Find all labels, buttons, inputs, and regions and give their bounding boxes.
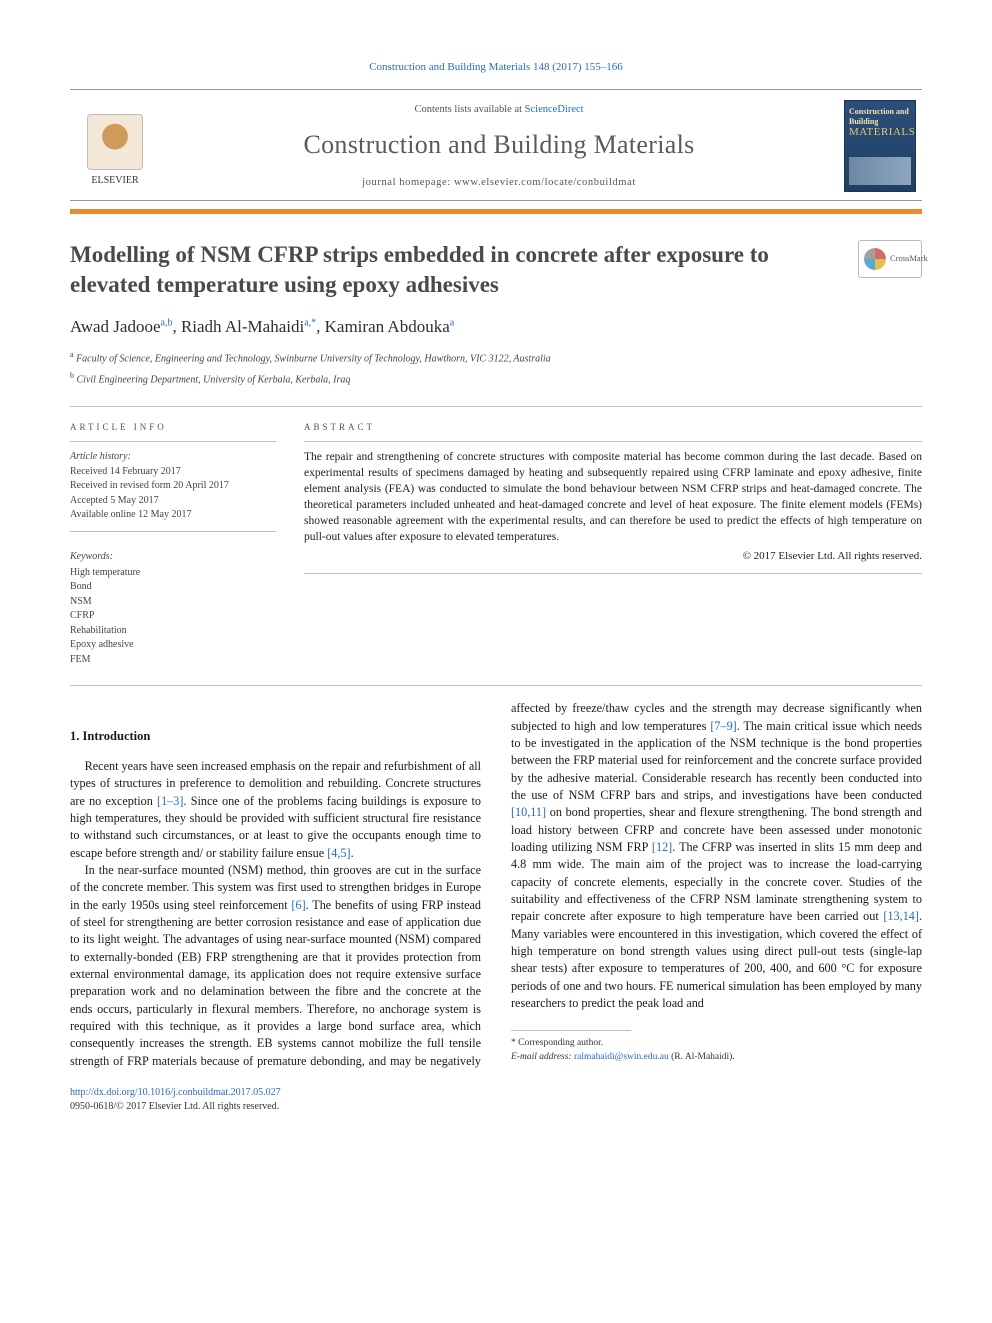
journal-cover-thumb: Construction and Building MATERIALS bbox=[844, 100, 916, 192]
crossmark-badge[interactable]: CrossMark bbox=[858, 240, 922, 278]
journal-title: Construction and Building Materials bbox=[172, 127, 826, 163]
history-item: Received 14 February 2017 bbox=[70, 465, 276, 480]
keyword: High temperature bbox=[70, 566, 276, 581]
publisher-name: ELSEVIER bbox=[91, 174, 138, 188]
affil-text: Faculty of Science, Engineering and Tech… bbox=[76, 353, 551, 364]
sciencedirect-link[interactable]: ScienceDirect bbox=[525, 104, 584, 115]
affil-sup: a bbox=[70, 350, 74, 359]
citation-ref[interactable]: [10,11] bbox=[511, 805, 546, 819]
affiliation: a Faculty of Science, Engineering and Te… bbox=[70, 349, 922, 366]
elsevier-logo: ELSEVIER bbox=[76, 104, 154, 188]
journal-banner: ELSEVIER Contents lists available at Sci… bbox=[70, 89, 922, 201]
elsevier-tree-icon bbox=[87, 114, 143, 170]
author-affil-sup: a bbox=[450, 318, 454, 329]
affiliation: b Civil Engineering Department, Universi… bbox=[70, 370, 922, 387]
author-affil-sup: a,b bbox=[161, 318, 173, 329]
accent-bar bbox=[70, 209, 922, 214]
keyword: CFRP bbox=[70, 609, 276, 624]
cover-word: MATERIALS bbox=[849, 126, 911, 139]
citation-ref[interactable]: [13,14] bbox=[883, 909, 919, 923]
crossmark-label: CrossMark bbox=[890, 253, 928, 265]
email-suffix: (R. Al-Mahaidi). bbox=[669, 1052, 735, 1062]
body-columns: 1. Introduction Recent years have seen i… bbox=[70, 700, 922, 1070]
doi-link[interactable]: http://dx.doi.org/10.1016/j.conbuildmat.… bbox=[70, 1087, 281, 1098]
keyword: Bond bbox=[70, 580, 276, 595]
footnotes: * Corresponding author. E-mail address: … bbox=[511, 1037, 922, 1064]
article-title: Modelling of NSM CFRP strips embedded in… bbox=[70, 240, 842, 299]
author-name: Awad Jadooe bbox=[70, 317, 161, 336]
citation-ref[interactable]: [6] bbox=[291, 898, 305, 912]
section-heading: 1. Introduction bbox=[70, 728, 481, 746]
affil-text: Civil Engineering Department, University… bbox=[77, 375, 351, 386]
body-paragraph: In the near-surface mounted (NSM) method… bbox=[70, 700, 922, 1070]
contents-prefix: Contents lists available at bbox=[414, 104, 524, 115]
history-item: Available online 12 May 2017 bbox=[70, 508, 276, 523]
corresponding-author-note: * Corresponding author. bbox=[511, 1037, 922, 1050]
article-info-head: ARTICLE INFO bbox=[70, 421, 276, 434]
keyword: Rehabilitation bbox=[70, 624, 276, 639]
footnote-divider bbox=[511, 1030, 631, 1031]
header-citation: Construction and Building Materials 148 … bbox=[70, 60, 922, 75]
citation-ref[interactable]: [4,5] bbox=[327, 846, 350, 860]
contents-line: Contents lists available at ScienceDirec… bbox=[172, 103, 826, 118]
journal-homepage: journal homepage: www.elsevier.com/locat… bbox=[172, 176, 826, 191]
history-item: Accepted 5 May 2017 bbox=[70, 494, 276, 509]
citation-ref[interactable]: [12] bbox=[652, 840, 672, 854]
email-label: E-mail address: bbox=[511, 1052, 574, 1062]
crossmark-icon bbox=[864, 248, 886, 270]
keyword: FEM bbox=[70, 653, 276, 668]
divider bbox=[70, 406, 922, 407]
author-name: Riadh Al-Mahaidi bbox=[181, 317, 304, 336]
keyword: Epoxy adhesive bbox=[70, 638, 276, 653]
citation-ref[interactable]: [7–9] bbox=[710, 719, 736, 733]
abstract-text: The repair and strengthening of concrete… bbox=[304, 450, 922, 545]
cover-top-text: Construction and Building bbox=[849, 107, 911, 125]
abstract-copyright: © 2017 Elsevier Ltd. All rights reserved… bbox=[304, 549, 922, 564]
history-item: Received in revised form 20 April 2017 bbox=[70, 479, 276, 494]
article-info-column: ARTICLE INFO Article history: Received 1… bbox=[70, 421, 276, 668]
email-line: E-mail address: ralmahaidi@swin.edu.au (… bbox=[511, 1051, 922, 1064]
abstract-head: ABSTRACT bbox=[304, 421, 922, 434]
divider bbox=[70, 685, 922, 686]
abstract-column: ABSTRACT The repair and strengthening of… bbox=[304, 421, 922, 668]
author-name: Kamiran Abdouka bbox=[325, 317, 450, 336]
cover-image-icon bbox=[849, 157, 911, 185]
divider bbox=[304, 573, 922, 574]
history-label: Article history: bbox=[70, 450, 276, 465]
affil-sup: b bbox=[70, 371, 74, 380]
divider bbox=[70, 531, 276, 532]
citation-ref[interactable]: [1–3] bbox=[157, 794, 183, 808]
divider bbox=[304, 441, 922, 442]
keyword: NSM bbox=[70, 595, 276, 610]
keywords-label: Keywords: bbox=[70, 550, 276, 564]
author-list: Awad Jadooea,b, Riadh Al-Mahaidia,*, Kam… bbox=[70, 315, 922, 339]
divider bbox=[70, 441, 276, 442]
issn-copyright: 0950-0618/© 2017 Elsevier Ltd. All right… bbox=[70, 1100, 922, 1114]
doi-line: http://dx.doi.org/10.1016/j.conbuildmat.… bbox=[70, 1086, 922, 1100]
body-paragraph: Recent years have seen increased emphasi… bbox=[70, 758, 481, 862]
author-affil-sup: a,* bbox=[304, 318, 316, 329]
author-email-link[interactable]: ralmahaidi@swin.edu.au bbox=[574, 1052, 669, 1062]
